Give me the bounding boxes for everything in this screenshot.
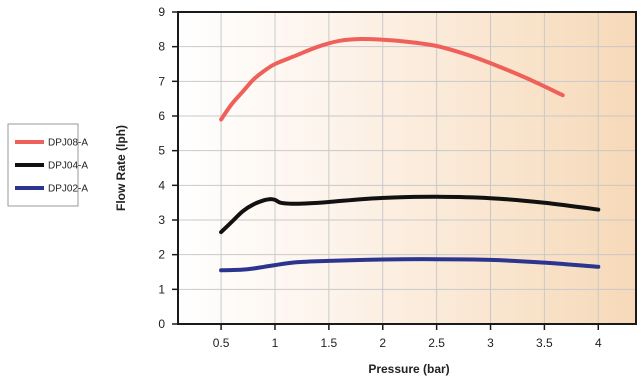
- x-tick-label: 2.5: [428, 336, 445, 350]
- y-tick-label: 2: [158, 248, 165, 262]
- legend-label: DPJ04-A: [48, 161, 88, 172]
- y-tick-label: 9: [158, 5, 165, 19]
- legend-item-dpj02-a: DPJ02-A: [15, 184, 88, 195]
- legend-item-dpj04-a: DPJ04-A: [15, 161, 88, 172]
- y-tick-label: 7: [158, 74, 165, 88]
- plot-frame: [177, 11, 637, 325]
- x-tick-label: 4: [595, 336, 602, 350]
- y-axis-title: Flow Rate (lph): [114, 125, 128, 211]
- x-tick-label: 1: [272, 336, 279, 350]
- y-tick-label: 6: [158, 109, 165, 123]
- y-tick-label: 5: [158, 144, 165, 158]
- series-line-dpj08-a: [219, 36, 565, 122]
- series-line-dpj04-a: [219, 194, 601, 235]
- legend-item-dpj08-a: DPJ08-A: [15, 138, 88, 149]
- y-tick-label: 3: [158, 213, 165, 227]
- y-tick-label: 8: [158, 40, 165, 54]
- legend: DPJ08-A DPJ04-A DPJ02-A: [7, 123, 88, 207]
- y-tick-label: 0: [158, 317, 165, 331]
- x-axis-title: Pressure (bar): [368, 362, 449, 376]
- x-tick-label: 1.5: [321, 336, 338, 350]
- x-tick-label: 2: [379, 336, 386, 350]
- legend-label: DPJ08-A: [48, 138, 88, 149]
- y-tick-label: 4: [158, 178, 165, 192]
- y-tick-label: 1: [158, 282, 165, 296]
- x-tick-label: 3: [487, 336, 494, 350]
- plot-area: [178, 12, 636, 324]
- legend-label: DPJ02-A: [48, 184, 88, 195]
- x-tick-label: 0.5: [213, 336, 230, 350]
- x-tick-label: 3.5: [536, 336, 553, 350]
- series-line-dpj02-a: [219, 257, 601, 273]
